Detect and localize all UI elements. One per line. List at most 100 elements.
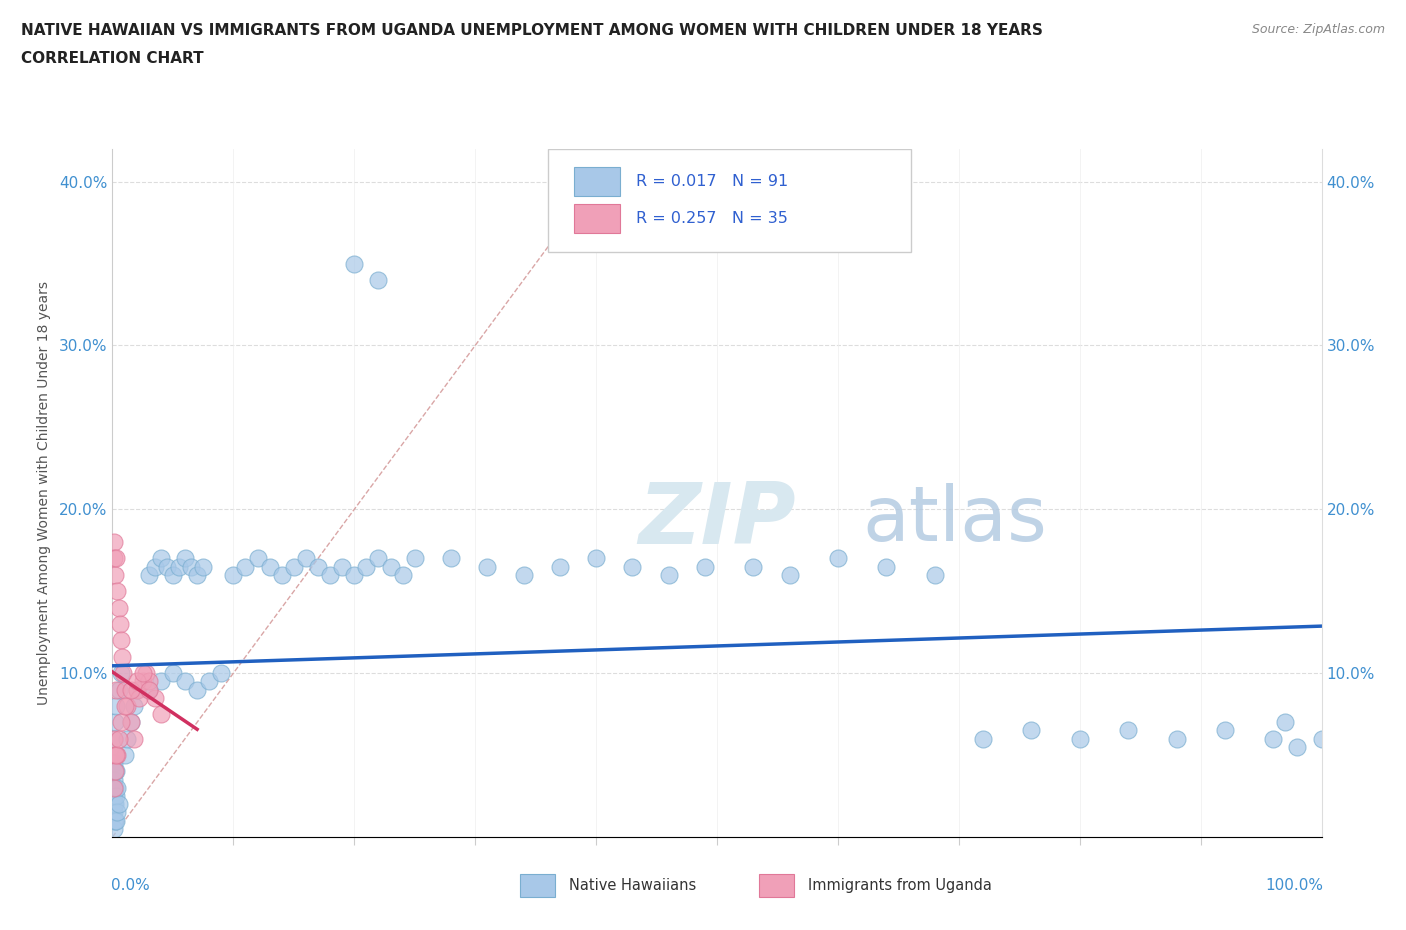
- Point: [107, 731, 129, 746]
- Point: [115, 731, 138, 746]
- Point: [105, 813, 128, 828]
- Text: Immigrants from Uganda: Immigrants from Uganda: [808, 878, 993, 893]
- Point: [827, 551, 849, 565]
- Point: [105, 682, 128, 697]
- Point: [235, 559, 257, 574]
- Text: CORRELATION CHART: CORRELATION CHART: [21, 51, 204, 66]
- Point: [180, 559, 202, 574]
- Point: [174, 674, 197, 689]
- Text: ZIP: ZIP: [638, 479, 796, 562]
- Point: [209, 666, 232, 681]
- Point: [112, 666, 135, 681]
- Point: [114, 748, 136, 763]
- Point: [924, 567, 946, 582]
- Point: [105, 551, 128, 565]
- Point: [132, 666, 155, 681]
- Point: [585, 551, 607, 565]
- Point: [162, 567, 184, 582]
- Point: [105, 764, 128, 779]
- Point: [380, 559, 402, 574]
- Point: [107, 682, 129, 697]
- Point: [295, 551, 318, 565]
- Point: [125, 674, 148, 689]
- Point: [779, 567, 801, 582]
- Point: [107, 600, 129, 615]
- Point: [125, 682, 148, 697]
- Point: [1116, 723, 1139, 737]
- Point: [104, 715, 127, 730]
- Bar: [759, 874, 794, 897]
- Point: [512, 567, 534, 582]
- Point: [404, 551, 426, 565]
- Point: [125, 682, 148, 697]
- Point: [246, 551, 269, 565]
- Point: [138, 567, 160, 582]
- Point: [391, 567, 413, 582]
- Point: [875, 559, 897, 574]
- Point: [143, 559, 166, 574]
- Text: R = 0.257   N = 35: R = 0.257 N = 35: [636, 211, 787, 226]
- Point: [1213, 723, 1236, 737]
- Point: [105, 698, 128, 713]
- Point: [114, 698, 136, 713]
- Point: [356, 559, 378, 574]
- Point: [167, 559, 190, 574]
- Point: [105, 584, 128, 599]
- Point: [162, 666, 184, 681]
- Point: [103, 780, 125, 795]
- Point: [330, 559, 353, 574]
- Point: [110, 633, 132, 648]
- Point: [548, 559, 571, 574]
- Point: [1263, 731, 1285, 746]
- Point: [103, 535, 125, 550]
- Text: NATIVE HAWAIIAN VS IMMIGRANTS FROM UGANDA UNEMPLOYMENT AMONG WOMEN WITH CHILDREN: NATIVE HAWAIIAN VS IMMIGRANTS FROM UGAND…: [21, 23, 1043, 38]
- Point: [104, 748, 127, 763]
- Point: [107, 797, 129, 812]
- Point: [120, 682, 142, 697]
- Point: [103, 551, 125, 565]
- Point: [115, 698, 138, 713]
- Point: [658, 567, 681, 582]
- Point: [477, 559, 499, 574]
- Point: [103, 756, 125, 771]
- Point: [103, 789, 125, 804]
- Point: [122, 731, 145, 746]
- Point: [283, 559, 305, 574]
- Point: [104, 764, 127, 779]
- Point: [135, 666, 157, 681]
- FancyBboxPatch shape: [548, 149, 911, 252]
- Point: [156, 559, 179, 574]
- Point: [138, 682, 160, 697]
- Point: [1274, 715, 1296, 730]
- Point: [103, 780, 125, 795]
- Point: [143, 690, 166, 705]
- Point: [149, 707, 172, 722]
- Bar: [520, 874, 555, 897]
- Point: [105, 789, 128, 804]
- Point: [259, 559, 281, 574]
- Point: [343, 256, 366, 271]
- Text: atlas: atlas: [862, 484, 1047, 557]
- Point: [105, 805, 128, 820]
- Point: [104, 764, 127, 779]
- Point: [319, 567, 342, 582]
- Point: [191, 559, 214, 574]
- Point: [105, 748, 128, 763]
- Point: [138, 682, 160, 697]
- Point: [1310, 731, 1333, 746]
- Point: [1166, 731, 1188, 746]
- Point: [114, 682, 136, 697]
- Bar: [575, 166, 620, 195]
- Bar: [575, 204, 620, 232]
- Text: Source: ZipAtlas.com: Source: ZipAtlas.com: [1251, 23, 1385, 36]
- Point: [174, 551, 197, 565]
- Y-axis label: Unemployment Among Women with Children Under 18 years: Unemployment Among Women with Children U…: [37, 281, 51, 705]
- Point: [367, 272, 389, 287]
- Text: Native Hawaiians: Native Hawaiians: [569, 878, 697, 893]
- Text: 100.0%: 100.0%: [1265, 878, 1323, 894]
- Point: [222, 567, 245, 582]
- Point: [120, 715, 142, 730]
- Point: [104, 813, 127, 828]
- Point: [198, 674, 221, 689]
- Point: [104, 797, 127, 812]
